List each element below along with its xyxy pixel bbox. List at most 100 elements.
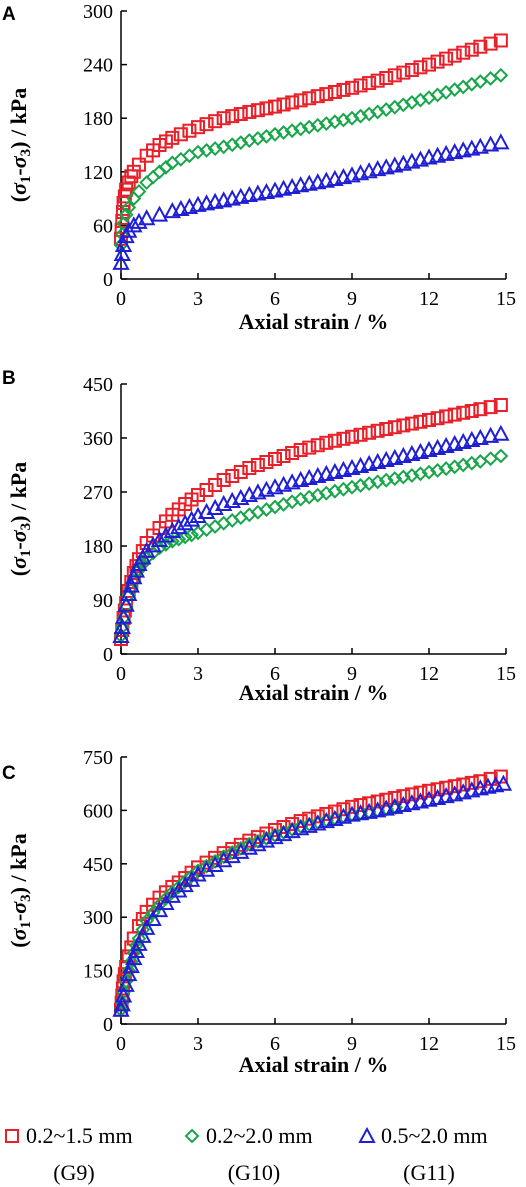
legend-marker (358, 1126, 376, 1143)
data-point (119, 182, 134, 197)
data-point (456, 777, 471, 792)
data-point (319, 435, 334, 450)
x-tick-label: 9 (347, 288, 357, 310)
data-point (150, 205, 169, 222)
data-point (413, 414, 428, 429)
chart-panel-c: C 0 150 300 450 600 750 0 3 6 9 12 15 Axial strain / … (2, 747, 516, 1077)
data-point (492, 133, 510, 150)
chart-panel-b: B 0 90 180 270 360 450 0 3 6 9 12 15 Axial strain / %… (2, 368, 516, 705)
data-point (336, 802, 351, 817)
x-tick-label: 3 (193, 1033, 203, 1055)
y-tick-label: 180 (83, 108, 113, 130)
series-g9 (114, 398, 508, 646)
x-tick-label: 0 (116, 288, 126, 310)
data-point (250, 103, 265, 118)
data-point (259, 101, 274, 116)
data-point (481, 135, 500, 152)
data-point (471, 428, 490, 445)
data-point (208, 114, 223, 129)
x-tick-label: 15 (496, 663, 516, 685)
y-tick-label: 300 (83, 907, 113, 929)
data-point (145, 169, 161, 185)
data-point (121, 200, 137, 215)
data-point (456, 405, 471, 420)
data-point (318, 485, 334, 501)
data-point (113, 617, 131, 634)
data-point (327, 84, 342, 99)
data-point (493, 448, 509, 464)
x-tick-label: 9 (347, 663, 357, 685)
data-point (483, 451, 499, 467)
data-point (310, 487, 326, 503)
data-point (293, 443, 308, 457)
data-point (225, 109, 240, 124)
data-point (131, 157, 146, 172)
y-tick-label: 300 (83, 1, 113, 23)
data-point (233, 107, 248, 122)
data-point (293, 491, 309, 507)
x-tick-label: 6 (270, 1033, 280, 1055)
data-point (345, 799, 359, 814)
data-point (471, 137, 490, 154)
data-point (439, 409, 454, 424)
data-point (216, 473, 231, 487)
legend-sublabel: (G10) (228, 1160, 281, 1185)
data-point (113, 995, 131, 1012)
series-g11 (112, 774, 513, 1017)
data-point (144, 909, 162, 926)
legend-item-g10: 0.2~2.0 mm (G10) (184, 1123, 313, 1185)
data-point (464, 775, 479, 790)
data-point (310, 89, 325, 104)
data-point (494, 774, 513, 791)
x-tick-label: 12 (419, 1033, 439, 1055)
data-point (345, 80, 359, 95)
data-point (447, 779, 462, 794)
data-point (114, 986, 133, 1003)
data-point (268, 452, 282, 466)
series-g11 (112, 133, 510, 270)
data-point (137, 541, 156, 558)
x-axis-label: Axial strain / % (239, 680, 389, 705)
data-point (164, 533, 180, 549)
data-point (370, 423, 385, 438)
data-point (134, 926, 152, 943)
data-point (182, 510, 201, 527)
data-point (362, 796, 377, 811)
data-point (130, 212, 148, 229)
data-point (396, 789, 411, 804)
data-point (310, 814, 326, 830)
data-point (165, 130, 180, 145)
data-point (464, 42, 479, 57)
data-point (177, 529, 193, 545)
y-tick-label: 0 (103, 269, 113, 291)
data-point (199, 117, 214, 132)
data-point (336, 82, 351, 97)
legend-sublabel: (G9) (53, 1160, 95, 1185)
data-point (173, 127, 188, 142)
data-point (413, 60, 428, 75)
panel-letter: A (2, 4, 16, 25)
x-tick-label: 3 (193, 663, 203, 685)
data-point (362, 76, 377, 91)
y-tick-label: 450 (83, 374, 113, 396)
data-point (182, 123, 197, 138)
x-tick-label: 0 (116, 663, 126, 685)
y-tick-label: 180 (83, 536, 113, 558)
data-point (216, 111, 231, 126)
data-point (122, 957, 140, 974)
data-point (137, 209, 156, 226)
x-tick-label: 3 (193, 288, 203, 310)
data-point (422, 57, 436, 72)
data-point (379, 792, 394, 807)
series-g10 (113, 448, 509, 644)
legend-sublabel: (G11) (403, 1160, 455, 1185)
data-point (353, 427, 368, 442)
y-tick-label: 60 (93, 215, 113, 237)
data-point (116, 216, 131, 232)
x-tick-label: 9 (347, 1033, 357, 1055)
data-point (493, 67, 509, 83)
data-point (139, 913, 155, 929)
data-point (447, 407, 462, 422)
y-tick-label: 360 (83, 428, 113, 450)
